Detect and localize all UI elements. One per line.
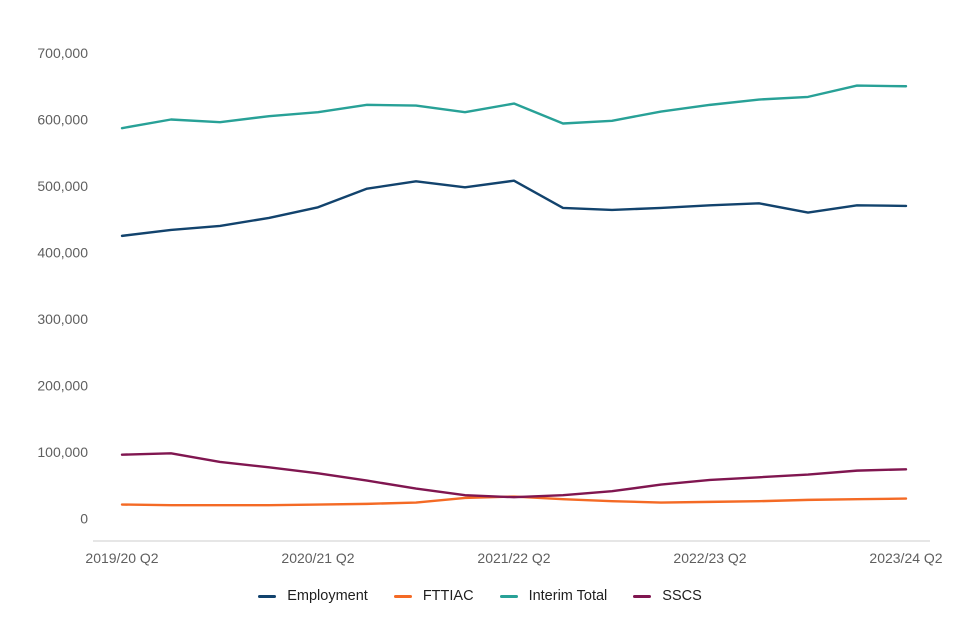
legend-dash-employment [258, 594, 277, 598]
chart-legend: Employment FTTIAC Interim Total SSCS [0, 585, 960, 607]
series-line-interim-total [120, 84, 908, 130]
x-tick-label: 2022/23 Q2 [673, 550, 746, 566]
legend-item-employment: Employment [258, 589, 368, 604]
series-line-employment [120, 179, 908, 238]
y-tick-label: 500,000 [37, 178, 88, 194]
line-chart: 700,000 600,000 500,000 400,000 300,000 200,0… [37, 45, 942, 566]
series-line-sscs [120, 452, 908, 499]
x-tick-label: 2021/22 Q2 [477, 550, 550, 566]
x-tick-label: 2019/20 Q2 [85, 550, 158, 566]
legend-dash-interim-total [499, 594, 518, 598]
legend-dash-sscs [633, 594, 652, 598]
y-tick-label: 100,000 [37, 444, 88, 460]
y-tick-label: 600,000 [37, 111, 88, 127]
legend-item-fttiac: FTTIAC [393, 587, 474, 604]
legend-item-sscs: SSCS [633, 589, 702, 604]
legend-item-interim-total: Interim Total [499, 587, 608, 604]
legend-label-interim-total: Interim Total [528, 587, 608, 604]
legend-label-fttiac: FTTIAC [422, 587, 474, 604]
y-tick-label: 300,000 [37, 311, 88, 327]
legend-dash-fttiac [393, 594, 412, 598]
y-tick-label: 700,000 [37, 45, 88, 61]
x-tick-label: 2023/24 Q2 [869, 550, 942, 566]
y-tick-label: 200,000 [37, 377, 88, 393]
x-tick-label: 2020/21 Q2 [281, 550, 354, 566]
y-tick-label: 0 [80, 510, 88, 526]
y-tick-label: 400,000 [37, 244, 88, 260]
legend-label-employment: Employment [287, 587, 368, 604]
legend-label-sscs: SSCS [662, 587, 702, 604]
